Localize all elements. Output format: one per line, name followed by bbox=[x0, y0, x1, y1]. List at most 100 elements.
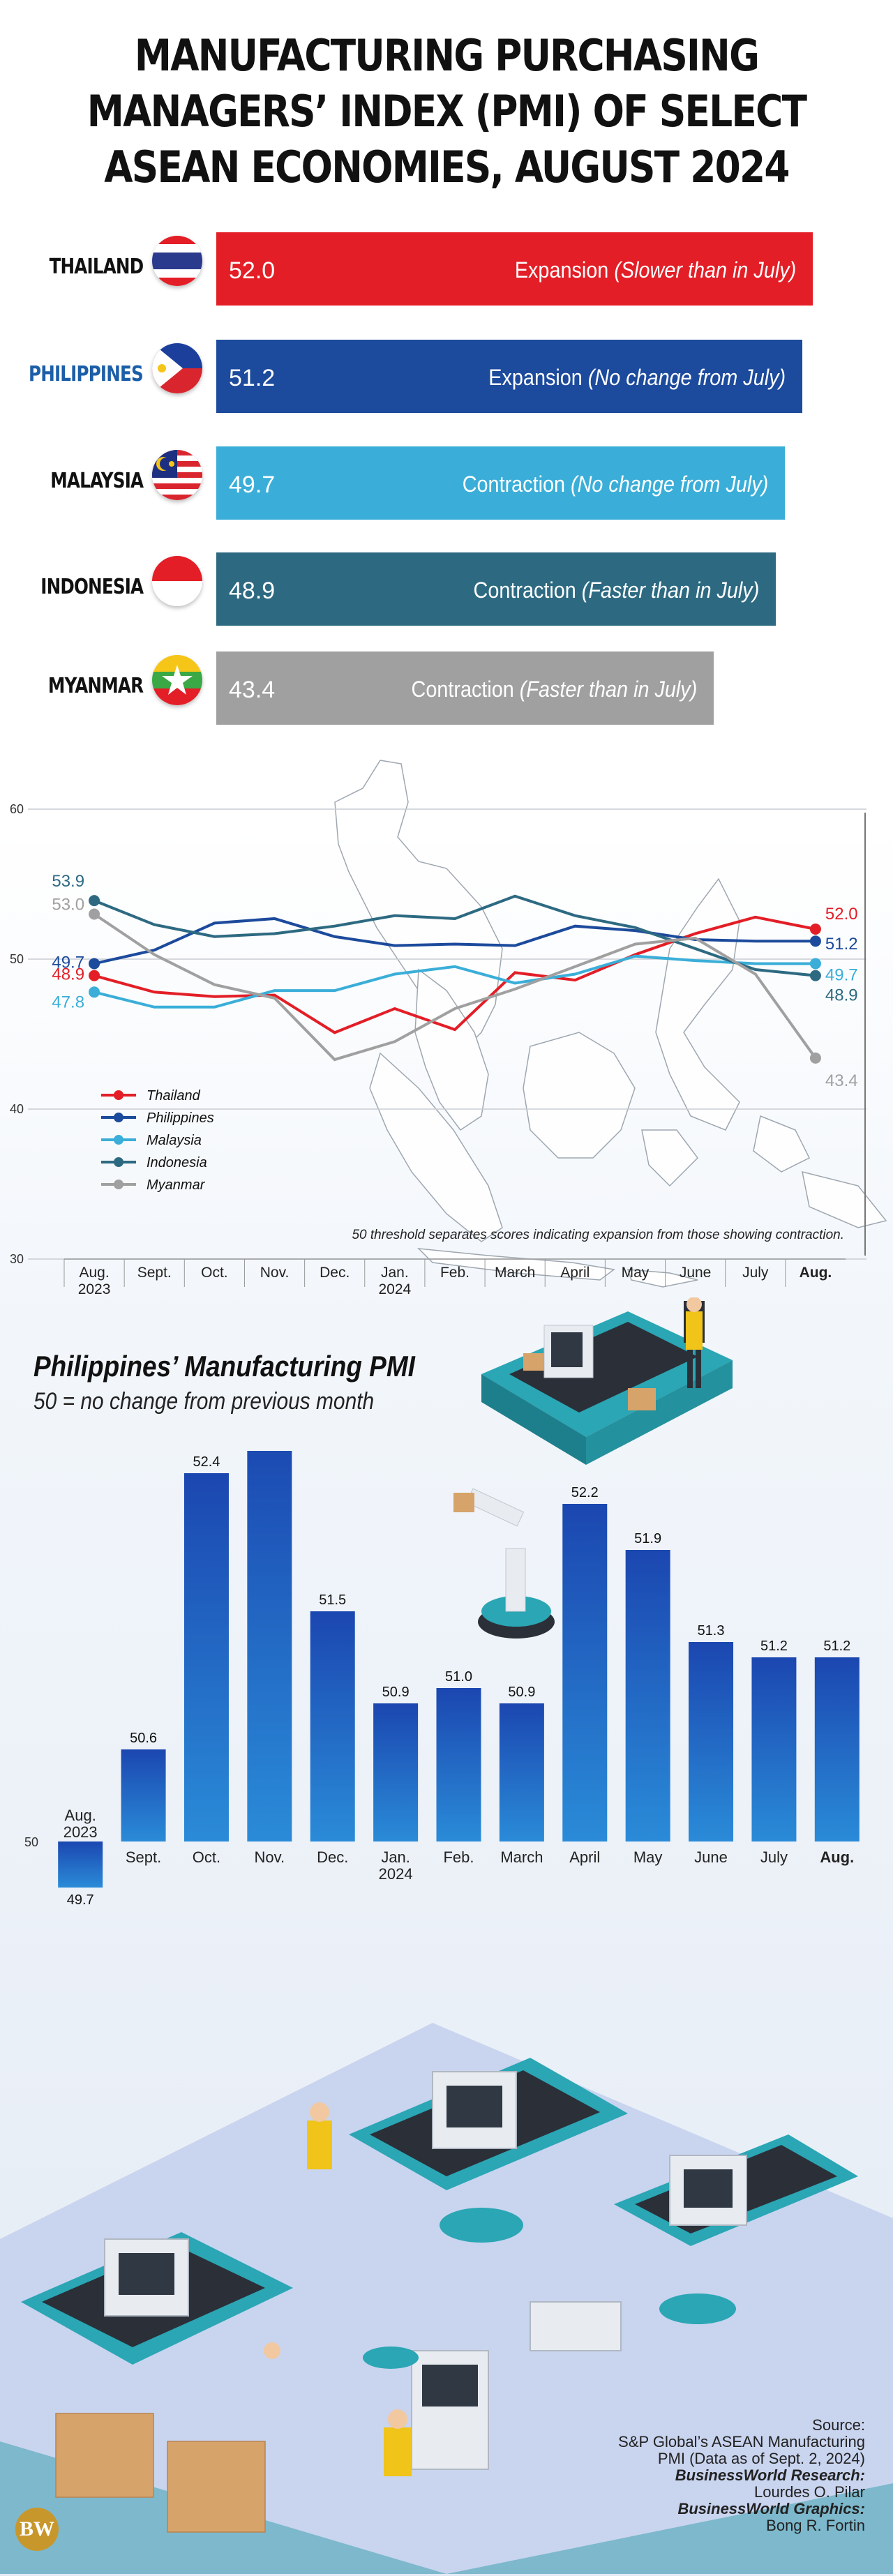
x-tick-label: Dec. bbox=[320, 1265, 350, 1281]
y-tick-label: 40 bbox=[10, 1102, 24, 1116]
threshold-note: 50 threshold separates scores indicating… bbox=[352, 1228, 844, 1242]
title-line-2: MANAGERS’ INDEX (PMI) OF SELECT bbox=[87, 86, 807, 137]
y-tick-label: 60 bbox=[10, 802, 24, 816]
x-tick-label: Oct. bbox=[201, 1265, 228, 1281]
bar-category-label: Dec. bbox=[317, 1848, 348, 1866]
bar-category-label: Aug. bbox=[820, 1848, 854, 1866]
bar-category-label: Aug. bbox=[65, 1807, 96, 1824]
start-value-label: 49.7 bbox=[52, 953, 84, 972]
pmi-value: 49.7 bbox=[229, 472, 276, 498]
bar-category-label: Jan. bbox=[381, 1848, 410, 1866]
legend-dot bbox=[114, 1157, 123, 1167]
bar-chart-subtitle: 50 = no change from previous month bbox=[33, 1388, 375, 1415]
end-value-label: 51.2 bbox=[825, 935, 858, 954]
legend-label: Malaysia bbox=[147, 1133, 202, 1148]
x-tick-label: 2024 bbox=[378, 1281, 411, 1297]
bar-chart: 49.750.652.452.751.550.951.050.952.251.9… bbox=[24, 1451, 860, 1908]
bar bbox=[814, 1657, 860, 1841]
philippines-flag-icon bbox=[152, 343, 202, 393]
bar-value-label: 52.4 bbox=[193, 1454, 220, 1470]
end-value-label: 48.9 bbox=[825, 986, 858, 1005]
bar-value-label: 50.9 bbox=[382, 1685, 410, 1700]
x-tick-label: June bbox=[680, 1265, 712, 1281]
legend-label: Philippines bbox=[147, 1110, 214, 1126]
bar-category-label: July bbox=[760, 1848, 788, 1866]
series-endpoint bbox=[809, 924, 821, 935]
bar bbox=[751, 1657, 797, 1841]
legend-dot bbox=[114, 1090, 123, 1100]
x-tick-label: Nov. bbox=[260, 1265, 290, 1281]
malaysia-flag-icon bbox=[152, 450, 202, 500]
pmi-value: 43.4 bbox=[229, 677, 276, 703]
bar-value-label: 51.2 bbox=[760, 1639, 788, 1654]
country-row-indonesia: INDONESIA 48.9 Contraction (Faster than … bbox=[0, 552, 893, 629]
country-row-myanmar: MYANMAR 43.4 Contraction (Faster than in… bbox=[0, 651, 893, 728]
research-name: Lourdes O. Pilar bbox=[754, 2483, 865, 2501]
start-value-label: 53.9 bbox=[52, 872, 84, 891]
start-value-label: 53.0 bbox=[52, 896, 84, 914]
factory-floor-illustration bbox=[0, 2023, 893, 2574]
end-value-label: 43.4 bbox=[825, 1071, 858, 1090]
bar bbox=[121, 1749, 166, 1841]
x-tick-label: Aug. bbox=[800, 1265, 832, 1281]
y-tick-label: 30 bbox=[10, 1252, 24, 1266]
thailand-bar: 52.0 Expansion (Slower than in July) bbox=[216, 232, 813, 306]
end-value-label: 52.0 bbox=[825, 905, 858, 924]
country-name: MYANMAR bbox=[47, 674, 144, 698]
bar bbox=[625, 1550, 670, 1841]
start-value-label: 48.9 bbox=[52, 965, 84, 984]
bar-category-label: 2023 bbox=[63, 1823, 98, 1841]
pmi-value: 48.9 bbox=[229, 578, 276, 604]
title-line-3: ASEAN ECONOMIES, AUGUST 2024 bbox=[104, 142, 790, 193]
bar-category-label: Sept. bbox=[126, 1848, 161, 1866]
myanmar-flag-icon bbox=[152, 655, 202, 705]
source-line-1: S&P Global’s ASEAN Manufacturing bbox=[618, 2433, 865, 2450]
bar bbox=[499, 1703, 544, 1841]
status-text: Contraction (No change from July) bbox=[462, 472, 768, 497]
series-endpoint bbox=[809, 1052, 821, 1064]
bar-category-label: May bbox=[633, 1848, 663, 1866]
bar-category-label: April bbox=[569, 1848, 600, 1866]
status-text: Expansion (No change from July) bbox=[488, 365, 786, 390]
baseline-label: 50 bbox=[24, 1835, 38, 1849]
legend-dot bbox=[114, 1135, 123, 1145]
series-endpoint bbox=[809, 935, 821, 947]
myanmar-bar: 43.4 Contraction (Faster than in July) bbox=[216, 651, 714, 725]
series-line-myanmar bbox=[93, 912, 817, 1062]
bar-category-label: Oct. bbox=[193, 1848, 220, 1866]
philippines-bar: 51.2 Expansion (No change from July) bbox=[216, 340, 802, 413]
status-text: Expansion (Slower than in July) bbox=[514, 257, 796, 283]
line-chart: 30 40 50 60 48.9 52.0 49.7 51.2 47.8 49.7 53.9 48.… bbox=[10, 760, 887, 1297]
bar bbox=[183, 1473, 229, 1841]
country-name: PHILIPPINES bbox=[29, 362, 144, 386]
series-endpoint bbox=[809, 958, 821, 970]
series-line-thailand bbox=[93, 915, 816, 1034]
businessworld-logo: BW bbox=[15, 2508, 59, 2551]
series-endpoint bbox=[89, 970, 100, 981]
bar-value-labels: 49.750.652.452.751.550.951.050.952.251.9… bbox=[67, 1454, 851, 1908]
y-tick-label: 50 bbox=[10, 952, 24, 966]
legend-label: Myanmar bbox=[147, 1177, 206, 1193]
x-tick-label: Sept. bbox=[137, 1265, 172, 1281]
series-endpoint bbox=[809, 970, 821, 981]
chart-legend: Thailand Philippines Malaysia Indonesia Myan… bbox=[101, 1088, 214, 1193]
x-tick-label: 2023 bbox=[78, 1281, 111, 1297]
bar-value-label: 49.7 bbox=[67, 1892, 94, 1908]
indonesia-bar: 48.9 Contraction (Faster than in July) bbox=[216, 552, 776, 626]
malaysia-bar: 49.7 Contraction (No change from July) bbox=[216, 446, 785, 520]
country-row-malaysia: MALAYSIA 49.7 Contraction (No change fro… bbox=[0, 446, 893, 523]
bar-series bbox=[58, 1451, 860, 1888]
legend-dot bbox=[114, 1180, 123, 1189]
end-value-label: 49.7 bbox=[825, 965, 858, 984]
bar-value-label: 51.3 bbox=[698, 1623, 725, 1639]
x-tick-label: April bbox=[560, 1265, 590, 1281]
legend-label: Thailand bbox=[147, 1088, 201, 1104]
infographic-title: MANUFACTURING PURCHASING MANAGERS’ INDEX… bbox=[63, 28, 831, 195]
country-name: MALAYSIA bbox=[50, 469, 144, 493]
start-value-label: 47.8 bbox=[52, 993, 84, 1011]
legend-label: Indonesia bbox=[147, 1155, 207, 1170]
pmi-value: 52.0 bbox=[229, 257, 276, 284]
x-tick-label: May bbox=[622, 1265, 650, 1281]
